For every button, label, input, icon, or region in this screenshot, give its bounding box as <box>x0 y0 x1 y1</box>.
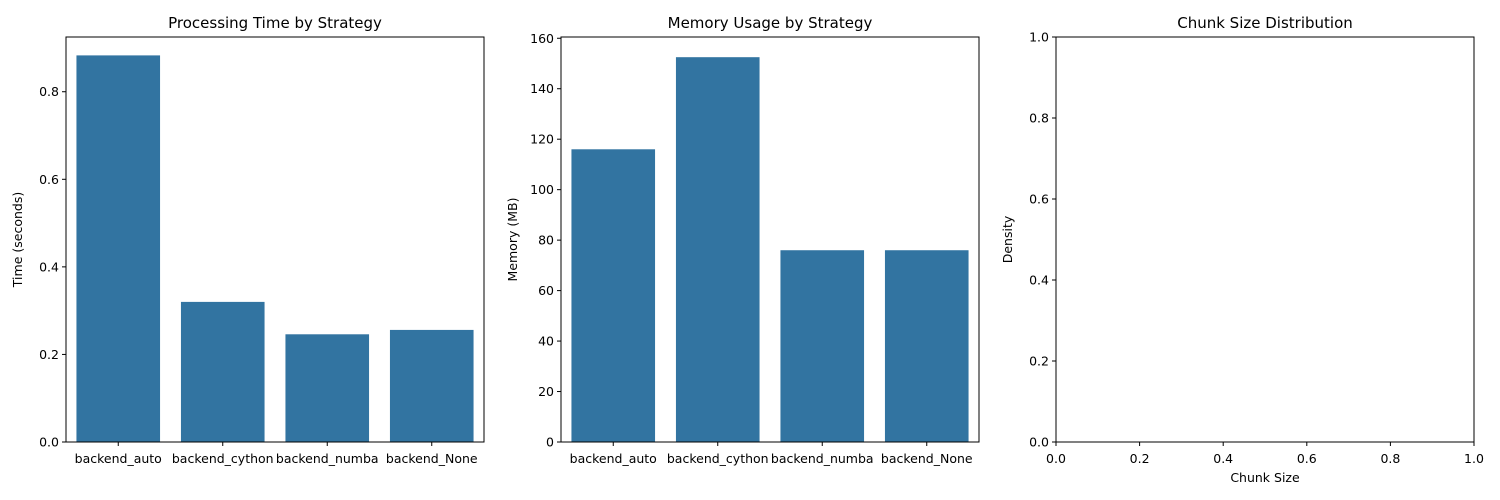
y-tick-label: 1.0 <box>1029 30 1049 45</box>
y-tick-label: 60 <box>538 283 554 298</box>
panel-processing-time: Processing Time by Strategy Time (second… <box>10 14 485 466</box>
y-tick-label: 0 <box>546 435 554 450</box>
axes-frame <box>560 36 980 443</box>
y-axis-label: Time (seconds) <box>10 192 25 288</box>
y-tick-label: 0.0 <box>39 435 59 450</box>
x-tick-label: 0.6 <box>1297 451 1317 466</box>
y-tick-label: 0.6 <box>1029 192 1049 207</box>
x-tick-label: backend_auto <box>570 451 657 466</box>
bar <box>389 329 474 442</box>
bar <box>780 250 865 442</box>
chart-title: Memory Usage by Strategy <box>668 14 873 32</box>
y-tick-label: 100 <box>530 182 554 197</box>
y-tick-label: 80 <box>538 233 554 248</box>
axes-frame <box>1055 36 1475 443</box>
axes-frame <box>65 36 485 443</box>
y-tick-label: 0.6 <box>39 172 59 187</box>
y-tick-label: 0.2 <box>39 347 59 362</box>
y-tick-label: 0.4 <box>1029 273 1049 288</box>
y-tick-label: 20 <box>538 384 554 399</box>
panel-memory-usage: Memory Usage by Strategy Memory (MB) bac… <box>505 14 980 466</box>
y-tick-label: 140 <box>530 81 554 96</box>
y-tick-label: 0.2 <box>1029 354 1049 369</box>
y-tick-label: 0.0 <box>1029 435 1049 450</box>
y-tick-label: 0.8 <box>39 84 59 99</box>
x-tick-label: 1.0 <box>1464 451 1484 466</box>
x-tick-label: 0.0 <box>1046 451 1066 466</box>
bar <box>76 55 161 442</box>
x-tick-label: 0.8 <box>1380 451 1400 466</box>
x-tick-label: 0.4 <box>1213 451 1233 466</box>
x-tick-label: backend_None <box>881 451 973 466</box>
x-tick-label: backend_cython <box>172 451 274 466</box>
chart-title: Processing Time by Strategy <box>168 14 382 32</box>
x-axis-label: Chunk Size <box>1230 470 1300 485</box>
y-tick-label: 0.8 <box>1029 111 1049 126</box>
bar <box>675 57 760 442</box>
x-tick-label: backend_cython <box>667 451 769 466</box>
y-tick-label: 40 <box>538 334 554 349</box>
x-tick-label: backend_numba <box>771 451 874 466</box>
x-tick-label: backend_numba <box>276 451 379 466</box>
y-tick-label: 0.4 <box>39 259 59 274</box>
x-tick-label: 0.2 <box>1130 451 1150 466</box>
chart-title: Chunk Size Distribution <box>1177 14 1353 32</box>
bar <box>884 250 969 442</box>
y-tick-label: 160 <box>530 31 554 46</box>
panel-chunk-size: Chunk Size Distribution Density Chunk Si… <box>1000 14 1484 485</box>
bar <box>285 334 370 442</box>
y-tick-label: 120 <box>530 132 554 147</box>
x-tick-label: backend_None <box>386 451 478 466</box>
y-axis-label: Density <box>1000 215 1015 263</box>
x-tick-label: backend_auto <box>75 451 162 466</box>
bar <box>571 149 656 442</box>
y-axis-label: Memory (MB) <box>505 198 520 282</box>
bar <box>180 301 265 442</box>
